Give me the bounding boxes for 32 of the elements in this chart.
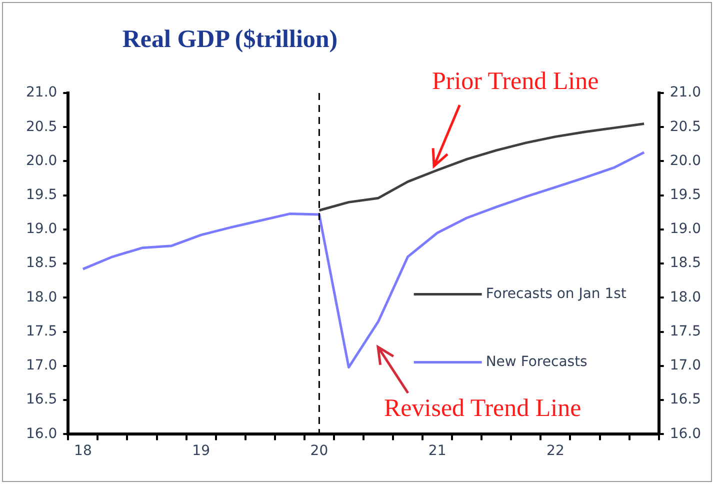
y2-tick-label: 19.5 — [670, 187, 701, 203]
annotation: Prior Trend Line — [432, 68, 599, 96]
y2-tick-label: 20.5 — [670, 118, 701, 135]
y-tick-label: 18.5 — [26, 255, 58, 272]
legend-label: Forecasts on Jan 1st — [486, 286, 627, 302]
y-tick-label: 20.5 — [26, 118, 58, 135]
y-tick-label: 21.0 — [26, 84, 58, 101]
y-tick-label: 20.0 — [26, 152, 58, 169]
legend-label: New Forecasts — [486, 354, 588, 370]
y2-tick-label: 16.0 — [670, 426, 701, 442]
y2-tick-label: 17.0 — [670, 358, 701, 374]
annotation: Revised Trend Line — [384, 395, 582, 423]
y2-tick-label: 20.0 — [670, 152, 701, 169]
chart-title: Real GDP ($trillion) — [121, 26, 339, 54]
x-tick-label: 19 — [192, 443, 210, 460]
y2-tick-label: 21.0 — [670, 84, 701, 101]
y2-tick-label: 18.5 — [670, 255, 701, 272]
y-tick-label: 19.5 — [26, 187, 58, 203]
x-tick-label: 20 — [310, 443, 328, 460]
y2-tick-label: 18.0 — [670, 289, 701, 306]
y-tick-label: 16.0 — [26, 426, 58, 442]
x-tick-label: 18 — [74, 443, 92, 460]
y-tick-label: 16.5 — [26, 392, 58, 408]
y-tick-label: 19.0 — [26, 221, 58, 238]
y-tick-label: 17.5 — [26, 323, 58, 340]
y-tick-label: 17.0 — [26, 358, 58, 374]
y2-tick-label: 17.5 — [670, 323, 701, 340]
y-tick-label: 18.0 — [26, 289, 58, 306]
x-tick-label: 22 — [546, 443, 564, 460]
y2-tick-label: 16.5 — [670, 392, 701, 408]
y2-tick-label: 19.0 — [670, 221, 701, 238]
x-tick-label: 21 — [428, 443, 446, 460]
